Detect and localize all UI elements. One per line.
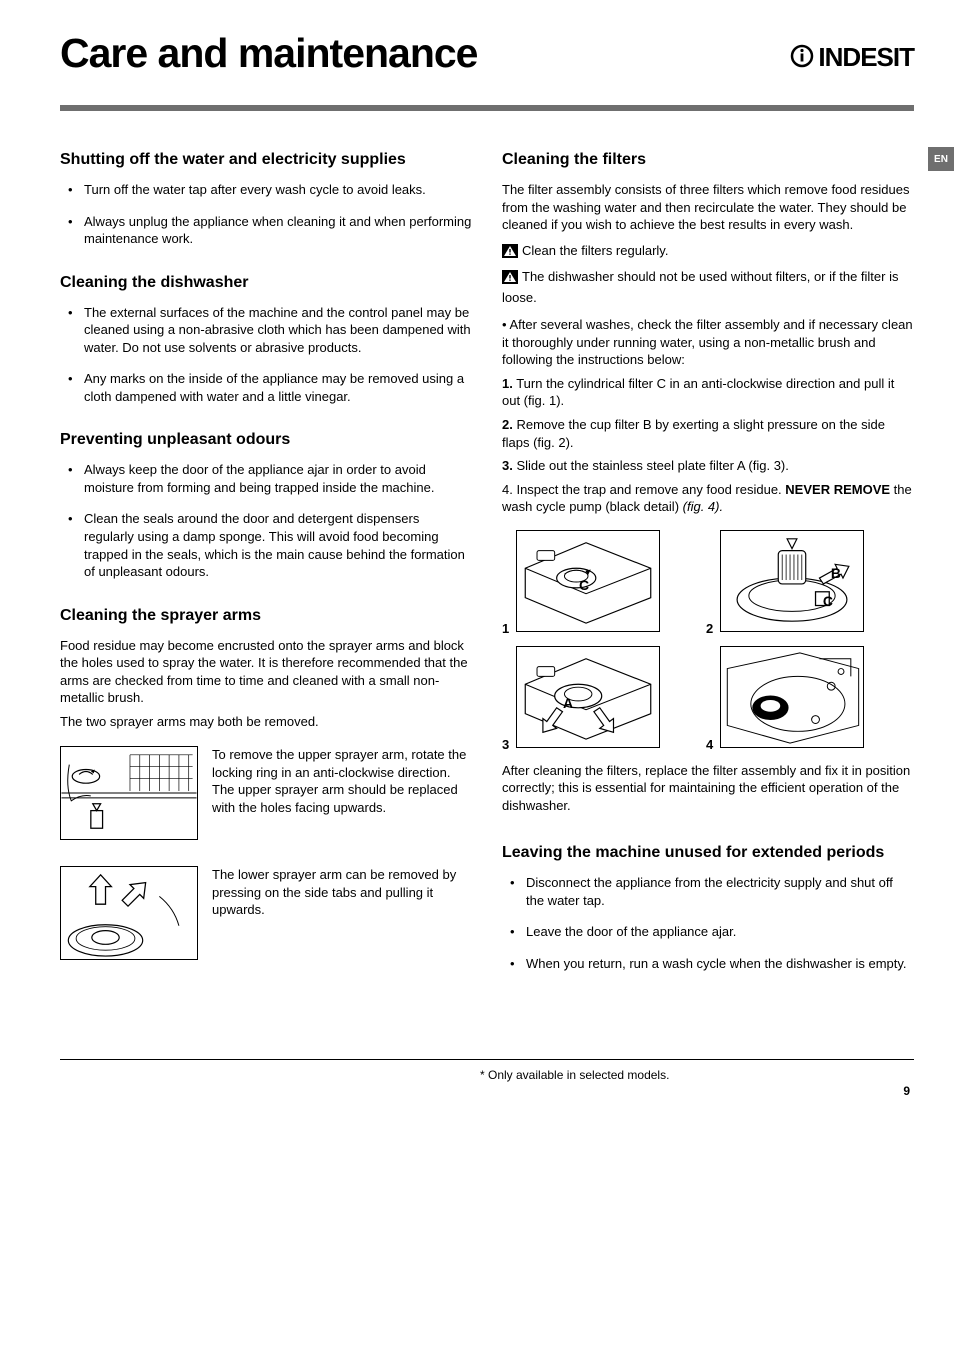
step-line: 1. Turn the cylindrical filter C in an a… [502, 375, 914, 410]
brand-name: INDESIT [818, 42, 914, 72]
figure-box [60, 746, 198, 840]
figure-upper-arm [60, 746, 198, 840]
list-item: When you return, run a wash cycle when t… [516, 955, 914, 973]
section-sprayer-arms: Cleaning the sprayer arms Food residue m… [60, 607, 472, 971]
warning-line: Clean the filters regularly. [502, 242, 914, 263]
paragraph: The filter assembly consists of three fi… [502, 181, 914, 234]
step-text: Turn the cylindrical filter C in an anti… [502, 376, 894, 409]
list-item: Always unplug the appliance when cleanin… [74, 213, 472, 248]
page-title: Care and maintenance [60, 30, 914, 77]
paragraph: The two sprayer arms may both be removed… [60, 713, 472, 731]
header-rule [60, 105, 914, 111]
content-columns: Shutting off the water and electricity s… [60, 151, 914, 999]
section-unused: Leaving the machine unused for extended … [502, 844, 914, 972]
footnote: * Only available in selected models. [480, 1068, 914, 1082]
figure-number: 3 [502, 737, 509, 752]
figure-letter: A [563, 695, 573, 711]
step-line: 2. Remove the cup filter B by exerting a… [502, 416, 914, 451]
step-line: 3. Slide out the stainless steel plate f… [502, 457, 914, 475]
emphasis: NEVER REMOVE [785, 482, 890, 497]
paragraph: After cleaning the filters, replace the … [502, 762, 914, 815]
bullet-list: The external surfaces of the machine and… [60, 304, 472, 406]
warning-text: The dishwasher should not be used withou… [502, 269, 898, 305]
section-heading: Cleaning the dishwasher [60, 274, 472, 292]
figure-cell: B C 2 [720, 530, 864, 632]
section-heading: Preventing unpleasant odours [60, 431, 472, 449]
list-item: Always keep the door of the appliance aj… [74, 461, 472, 496]
bullet-list: Disconnect the appliance from the electr… [502, 874, 914, 972]
step-text: Remove the cup filter B by exerting a sl… [502, 417, 885, 450]
lower-arm-row: The lower sprayer arm can be removed by … [60, 866, 472, 970]
section-heading: Shutting off the water and electricity s… [60, 151, 472, 169]
figure-number: 1 [502, 621, 509, 636]
step-num: 2. [502, 417, 513, 432]
figure-box [60, 866, 198, 960]
right-column: EN Cleaning the filters The filter assem… [502, 151, 914, 999]
list-item: Turn off the water tap after every wash … [74, 181, 472, 199]
section-heading: Cleaning the sprayer arms [60, 607, 472, 625]
left-column: Shutting off the water and electricity s… [60, 151, 472, 999]
figure-cell: C 1 [516, 530, 660, 632]
figure-cell: A 3 [516, 646, 660, 748]
bullet-list: Turn off the water tap after every wash … [60, 181, 472, 248]
warning-text: Clean the filters regularly. [522, 243, 668, 258]
figure-row-1: C 1 [502, 530, 914, 632]
warning-line: The dishwasher should not be used withou… [502, 268, 914, 306]
step-text: Slide out the stainless steel plate filt… [513, 458, 789, 473]
list-item: Disconnect the appliance from the electr… [516, 874, 914, 909]
section-heading: Cleaning the filters [502, 151, 914, 169]
section-cleaning-filters: Cleaning the filters The filter assembly… [502, 151, 914, 814]
section-heading: Leaving the machine unused for extended … [502, 844, 914, 862]
section-shutting-off: Shutting off the water and electricity s… [60, 151, 472, 248]
figure-letter: C [823, 593, 833, 609]
warning-icon [502, 244, 518, 263]
step-line: 4. Inspect the trap and remove any food … [502, 481, 914, 516]
figure-1: C [516, 530, 660, 632]
figure-2: B C [720, 530, 864, 632]
paragraph: • After several washes, check the filter… [502, 316, 914, 369]
page-number: 9 [903, 1084, 910, 1098]
figure-4 [720, 646, 864, 748]
brand-logo-icon [790, 44, 814, 75]
footnote-rule [60, 1059, 914, 1060]
section-cleaning-dishwasher: Cleaning the dishwasher The external sur… [60, 274, 472, 406]
figure-number: 2 [706, 621, 713, 636]
list-item: Clean the seals around the door and dete… [74, 510, 472, 580]
list-item: Leave the door of the appliance ajar. [516, 923, 914, 941]
figure-number: 4 [706, 737, 713, 752]
figure-cell: 4 [720, 646, 864, 748]
upper-arm-row: To remove the upper sprayer arm, rotate … [60, 746, 472, 850]
list-item: The external surfaces of the machine and… [74, 304, 472, 357]
figure-letter: C [579, 577, 589, 593]
warning-icon [502, 270, 518, 289]
page-header: Care and maintenance INDESIT [60, 30, 914, 77]
step-num: 1. [502, 376, 513, 391]
bullet-list: Always keep the door of the appliance aj… [60, 461, 472, 580]
fig-ref: (fig. 4). [683, 499, 723, 514]
figure-row-2: A 3 [502, 646, 914, 748]
figure-lower-arm [60, 866, 198, 960]
list-item: Any marks on the inside of the appliance… [74, 370, 472, 405]
paragraph: Food residue may become encrusted onto t… [60, 637, 472, 707]
brand-logo: INDESIT [790, 42, 914, 75]
section-odours: Preventing unpleasant odours Always keep… [60, 431, 472, 580]
step-num: 3. [502, 458, 513, 473]
step-text: 4. Inspect the trap and remove any food … [502, 482, 785, 497]
language-tab: EN [928, 147, 954, 171]
figure-3: A [516, 646, 660, 748]
figure-letter: B [831, 565, 841, 581]
